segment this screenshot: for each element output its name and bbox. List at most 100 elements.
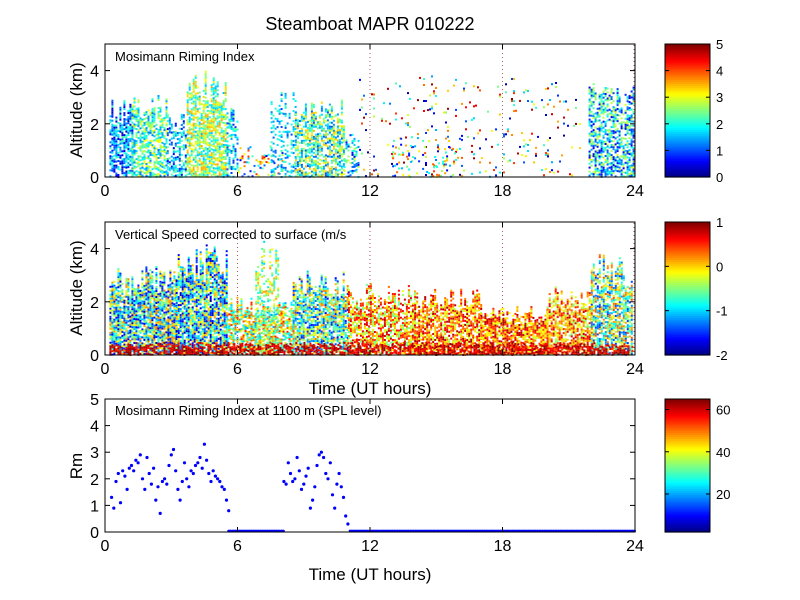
echo-cell	[606, 149, 609, 152]
echo-cell	[145, 294, 148, 297]
echo-cell	[151, 293, 154, 296]
echo-cell	[151, 279, 154, 282]
echo-cell	[304, 139, 307, 142]
echo-cell	[111, 327, 114, 330]
echo-cell	[125, 144, 128, 147]
echo-cell	[165, 112, 168, 115]
echo-cell	[288, 174, 291, 177]
echo-cell	[328, 115, 331, 118]
echo-cell	[151, 98, 154, 101]
echo-cell	[141, 300, 144, 303]
echo-cell	[119, 324, 122, 327]
echo-cell	[180, 113, 183, 116]
echo-cell	[294, 163, 297, 166]
echo-cell	[189, 337, 192, 340]
echo-cell	[151, 118, 154, 121]
echo-cell	[204, 90, 207, 93]
echo-cell	[328, 149, 331, 152]
echo-cell	[169, 305, 172, 308]
echo-cell	[185, 300, 188, 303]
echo-cell	[220, 121, 223, 124]
echo-cell	[336, 133, 339, 136]
echo-cell	[131, 320, 134, 323]
echo-cell	[214, 129, 217, 132]
echo-cell	[165, 297, 168, 300]
echo-cell	[214, 153, 217, 156]
echo-cell	[198, 131, 201, 134]
echo-cell	[343, 148, 346, 150]
echo-cell	[121, 300, 124, 303]
echo-cell	[200, 135, 203, 137]
echo-cell	[143, 286, 146, 289]
echo-cell	[338, 156, 341, 159]
echo-cell	[159, 298, 162, 301]
echo-cell	[177, 274, 180, 277]
echo-cell	[212, 113, 215, 116]
echo-cell	[117, 272, 120, 275]
echo-cell	[165, 291, 168, 294]
echo-cell	[232, 129, 235, 132]
echo-cell	[191, 338, 194, 341]
echo-cell	[304, 125, 307, 128]
echo-cell	[133, 322, 136, 324]
echo-cell	[294, 156, 297, 158]
echo-cell	[190, 124, 193, 127]
echo-cell	[513, 92, 515, 95]
echo-cell	[121, 350, 124, 353]
echo-cell	[163, 311, 166, 314]
echo-cell	[111, 123, 114, 126]
echo-cell	[174, 174, 177, 177]
echo-cell	[228, 164, 231, 167]
colorbar-swatch	[665, 162, 710, 166]
echo-cell	[177, 316, 180, 319]
echo-cell	[210, 158, 213, 161]
echo-cell	[332, 131, 335, 134]
echo-cell	[129, 113, 132, 116]
echo-cell	[119, 112, 122, 115]
echo-cell	[598, 169, 601, 172]
echo-cell	[182, 114, 185, 117]
echo-cell	[407, 114, 409, 117]
echo-cell	[166, 132, 169, 135]
echo-cell	[175, 282, 178, 284]
echo-cell	[334, 168, 337, 171]
echo-cell	[174, 150, 177, 153]
echo-cell	[220, 129, 223, 132]
echo-cell	[147, 149, 150, 152]
echo-cell	[202, 133, 205, 136]
echo-cell	[461, 102, 463, 105]
echo-cell	[401, 117, 403, 120]
echo-cell	[533, 103, 535, 106]
echo-cell	[324, 142, 327, 145]
echo-cell	[322, 171, 325, 174]
echo-cell	[395, 82, 397, 85]
echo-cell	[178, 167, 181, 170]
echo-cell	[155, 276, 158, 278]
echo-cell	[119, 320, 122, 323]
echo-cell	[208, 138, 211, 141]
echo-cell	[224, 134, 227, 137]
echo-cell	[192, 164, 195, 167]
echo-cell	[626, 128, 629, 131]
echo-cell	[343, 170, 346, 172]
echo-cell	[155, 296, 158, 298]
echo-cell	[178, 137, 181, 140]
echo-cell	[200, 171, 203, 173]
echo-cell	[115, 308, 118, 311]
echo-cell	[204, 72, 207, 75]
echo-cell	[575, 106, 577, 109]
echo-cell	[192, 132, 195, 135]
echo-cell	[628, 127, 631, 130]
echo-cell	[243, 165, 246, 168]
echo-cell	[163, 307, 166, 310]
echo-cell	[610, 92, 613, 95]
echo-cell	[185, 312, 188, 315]
echo-cell	[161, 295, 164, 298]
echo-cell	[338, 128, 341, 131]
echo-cell	[191, 288, 194, 291]
echo-cell	[330, 149, 333, 152]
echo-cell	[129, 117, 132, 120]
echo-cell	[153, 298, 156, 301]
echo-cell	[184, 160, 187, 163]
echo-cell	[218, 158, 221, 161]
